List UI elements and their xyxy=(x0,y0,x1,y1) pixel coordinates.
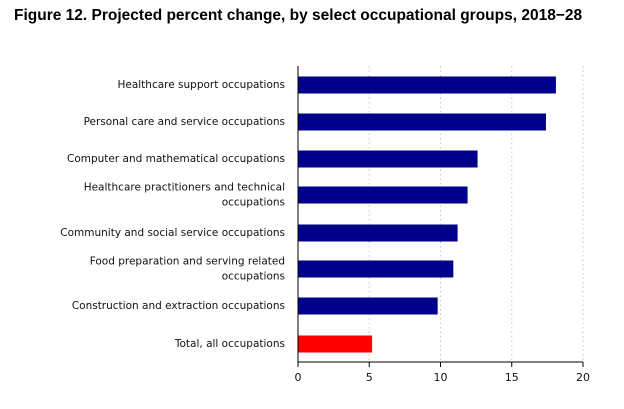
category-label: Healthcare support occupations xyxy=(117,79,285,91)
bar xyxy=(298,76,556,94)
bar xyxy=(298,297,438,315)
category-label: Total, all occupations xyxy=(174,338,285,350)
category-label: Healthcare practitioners and technical oc… xyxy=(84,182,285,209)
x-tick-label: 0 xyxy=(295,371,302,384)
x-tick-label: 10 xyxy=(434,371,448,384)
x-tick-label: 5 xyxy=(366,371,373,384)
bars xyxy=(298,76,556,353)
x-tick-label: 20 xyxy=(576,371,590,384)
bar xyxy=(298,186,468,204)
category-label: Community and social service occupations xyxy=(60,227,285,239)
category-label: Food preparation and serving related occu… xyxy=(90,256,285,283)
bar xyxy=(298,224,458,242)
bar xyxy=(298,260,454,278)
x-tick-label: 15 xyxy=(505,371,519,384)
bar xyxy=(298,335,373,353)
category-label: Construction and extraction occupations xyxy=(72,300,285,312)
gridlines xyxy=(368,66,584,362)
x-axis: 0 5 10 15 20 xyxy=(295,66,590,384)
category-label: Computer and mathematical occupations xyxy=(67,153,285,165)
bar xyxy=(298,113,546,131)
category-label: Personal care and service occupations xyxy=(84,116,285,128)
chart-title: Figure 12. Projected percent change, by … xyxy=(14,7,583,24)
bar xyxy=(298,150,478,168)
category-labels: Healthcare support occupations Personal c… xyxy=(60,79,285,350)
